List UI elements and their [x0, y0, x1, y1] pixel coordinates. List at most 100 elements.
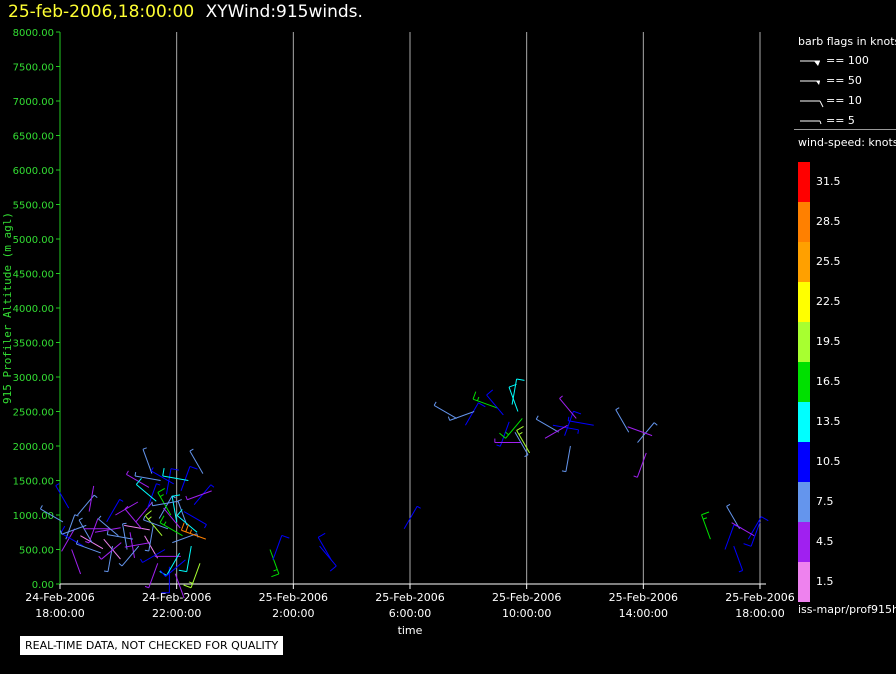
wind-barb-staff: [701, 514, 711, 540]
color-scale-label: 31.5: [816, 175, 841, 188]
title-dataset: XYWind:915winds.: [205, 2, 363, 22]
wind-barb: [174, 573, 185, 599]
wind-barb-staff: [731, 522, 755, 537]
x-tick-label-date: 25-Feb-2006: [492, 591, 561, 604]
wind-barb-feather: [176, 509, 183, 516]
wind-barb-feather: [447, 416, 451, 421]
wind-barb: [701, 511, 711, 540]
wind-barb-feather: [59, 530, 63, 535]
wind-barb-staff: [166, 552, 181, 576]
y-axis-label: 915 Profiler Altitude (m agl): [1, 212, 14, 404]
wind-barb-staff: [150, 470, 174, 485]
wind-barb-staff: [142, 549, 166, 563]
wind-barb-staff: [126, 473, 150, 488]
wind-barb-feather: [516, 378, 525, 381]
wind-barb-staff: [511, 378, 518, 405]
wind-barb: [189, 448, 204, 474]
y-tick-label: 2000.00: [13, 442, 54, 453]
y-tick-label: 3500.00: [13, 339, 54, 350]
chart-title: 25-feb-2006,18:00:00 XYWind:915winds.: [8, 2, 363, 22]
wind-barb-staff: [747, 516, 762, 540]
wind-barb-feather: [150, 467, 154, 472]
wind-barb-staff: [148, 563, 159, 588]
wind-barb-feather: [433, 401, 437, 406]
wind-barb: [731, 522, 755, 537]
y-tick-label: 0.00: [32, 580, 54, 591]
wind-barb-feather: [178, 569, 187, 573]
y-tick-label: 4000.00: [13, 304, 54, 315]
color-swatch: [798, 322, 810, 362]
color-scale-label: 25.5: [816, 255, 841, 268]
color-scale-label: 7.5: [816, 495, 834, 508]
color-scale-label: 4.5: [816, 535, 834, 548]
wind-barb-staff: [176, 515, 198, 533]
wind-barb: [65, 514, 79, 540]
wind-barb: [144, 510, 163, 537]
wind-barb-staff: [55, 485, 70, 509]
wind-barb-feather: [702, 517, 708, 520]
wind-barb-staff: [514, 431, 529, 455]
wind-barb-staff: [317, 537, 332, 561]
wind-barb-staff: [615, 409, 630, 433]
wind-barb-feather: [505, 431, 509, 436]
color-swatch: [798, 282, 810, 322]
wind-barb-staff: [171, 496, 178, 522]
wind-barb-staff: [535, 418, 559, 433]
x-tick-label-time: 6:00:00: [389, 607, 431, 620]
wind-barb-staff: [135, 501, 153, 523]
color-swatch: [798, 162, 810, 202]
wind-barb-staff: [65, 514, 76, 540]
wind-barb-staff: [172, 533, 197, 544]
wind-barb: [118, 545, 140, 567]
wind-barb-feather: [55, 483, 60, 487]
wind-barb-staff: [750, 521, 761, 547]
wind-barb-staff: [148, 525, 154, 552]
wind-barb-staff: [449, 411, 475, 421]
x-tick-label-date: 25-Feb-2006: [259, 591, 328, 604]
wind-barb-staff: [143, 519, 169, 530]
wind-barb-feather: [172, 494, 181, 497]
wind-barb-staff: [552, 424, 579, 431]
wind-barb-feather: [159, 570, 166, 577]
wind-barb-staff: [565, 445, 571, 472]
y-tick-label: 4500.00: [13, 270, 54, 281]
color-swatch: [798, 562, 810, 602]
color-scale-label: 28.5: [816, 215, 841, 228]
legend-panel: barb flags in knots == 100 == 50 == 10 =…: [794, 30, 896, 630]
wind-barb-staff: [106, 499, 121, 523]
y-tick-label: 2500.00: [13, 408, 54, 419]
wind-barb-feather: [126, 470, 129, 475]
wind-barb-staff: [88, 518, 99, 544]
x-tick-label-time: 18:00:00: [35, 607, 84, 620]
wind-barb: [124, 542, 151, 548]
wind-barb-feather: [106, 530, 109, 535]
wind-barb-staff: [508, 386, 519, 412]
wind-barb: [162, 468, 189, 481]
wind-barb-staff: [40, 508, 64, 523]
wind-barb-feather: [559, 395, 563, 399]
wind-barb-staff: [564, 411, 574, 436]
wind-barb-staff: [60, 532, 84, 547]
wind-barb-feather: [74, 514, 79, 517]
wind-barb-feather: [118, 563, 123, 567]
x-tick-label-time: 18:00:00: [735, 607, 784, 620]
wind-barb-staff: [142, 448, 153, 474]
wind-barb-staff: [107, 534, 134, 540]
wind-barb: [511, 378, 525, 405]
wind-barb: [129, 532, 136, 558]
wind-barb-staff: [636, 452, 647, 478]
color-scale-label: 1.5: [816, 575, 834, 588]
wind-barb-feather: [329, 565, 337, 572]
wind-barb-feather: [416, 505, 421, 509]
y-tick-label: 1500.00: [13, 477, 54, 488]
wind-barb-staff: [94, 527, 121, 533]
wind-barb-staff: [272, 535, 283, 561]
color-scale-label: 13.5: [816, 415, 841, 428]
wind-barb-feather: [144, 585, 149, 589]
wind-barb-feather: [761, 516, 769, 522]
wind-barb: [98, 542, 122, 560]
x-tick-label-time: 2:00:00: [272, 607, 314, 620]
wind-barb: [486, 389, 504, 416]
wind-barb: [106, 530, 134, 540]
barb-key-10-label: == 10: [826, 94, 862, 107]
